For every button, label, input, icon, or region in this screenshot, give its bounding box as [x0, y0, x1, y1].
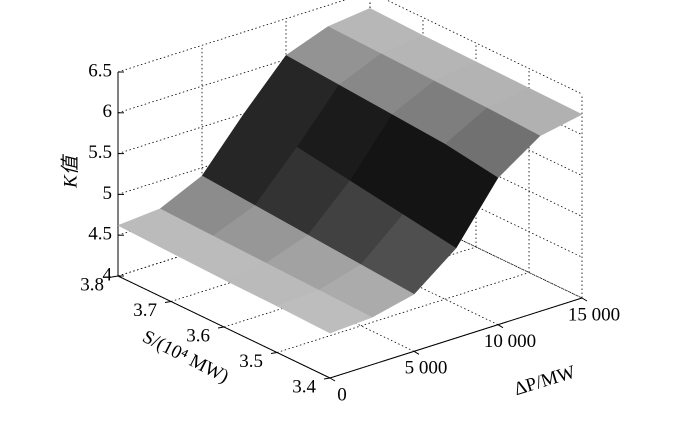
z-tick-label: 5	[103, 183, 113, 204]
z-tick-label: 6	[103, 101, 113, 122]
grid-line	[369, 195, 583, 299]
z-tick-label: 4.5	[88, 224, 112, 245]
x-tick	[497, 324, 504, 329]
grid-line	[369, 154, 583, 258]
y-tick-label: 3.8	[80, 274, 104, 295]
y-tick-label: 3.7	[133, 300, 157, 321]
y-tick-label: 3.5	[239, 351, 263, 372]
y-tick	[270, 352, 278, 354]
x-tick-label: 5 000	[405, 358, 448, 379]
y-tick	[323, 377, 331, 380]
x-axis	[329, 297, 583, 379]
y-tick-label: 3.6	[186, 325, 210, 346]
grid-line	[369, 73, 583, 176]
x-tick-label: 10 000	[484, 331, 536, 352]
y-tick	[217, 326, 225, 329]
grid-line	[276, 272, 530, 353]
y-tick	[111, 275, 119, 278]
z-tick-label: 6.5	[88, 60, 112, 81]
z-tick-label: 5.5	[88, 142, 112, 163]
x-tick-label: 15 000	[568, 304, 620, 325]
y-tick	[164, 301, 172, 303]
x-axis-label: ΔP/MW	[512, 362, 578, 400]
surface-patch	[276, 289, 373, 334]
x-tick	[581, 297, 588, 302]
grid-line	[369, 114, 583, 217]
z-tick-label: 4	[103, 264, 113, 285]
grid-line	[385, 0, 583, 95]
grid-line	[117, 0, 347, 73]
y-tick-label: 3.4	[292, 376, 316, 397]
x-tick	[329, 377, 336, 382]
x-tick	[413, 350, 420, 355]
z-axis-label: K值	[60, 153, 81, 189]
x-tick-label: 0	[337, 384, 347, 405]
